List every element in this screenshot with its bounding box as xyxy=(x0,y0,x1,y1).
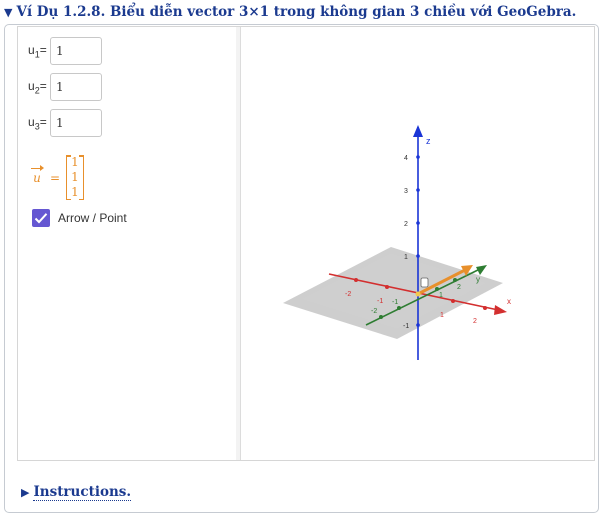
arrow-point-toggle[interactable]: Arrow / Point xyxy=(32,209,127,227)
collapse-triangle-icon: ▼ xyxy=(4,6,13,19)
u1-input[interactable]: 1 xyxy=(50,37,102,65)
x-tick-2: 2 xyxy=(473,318,477,325)
equals-sign: = xyxy=(50,170,61,185)
z-tick-1: 1 xyxy=(404,254,408,261)
arrow-point-checkbox[interactable] xyxy=(32,209,50,227)
z-ticks: 4 3 2 1 -1 xyxy=(403,155,420,330)
vector-u-arrowhead[interactable] xyxy=(461,265,473,276)
vector-u-entry-1: 1 xyxy=(71,155,79,169)
input-row-u3: u3= 1 xyxy=(28,108,102,138)
z-axis-arrowhead xyxy=(413,125,423,137)
vector-u-entry-2: 1 xyxy=(71,170,79,184)
instructions-label: Instructions. xyxy=(33,484,132,501)
view-divider[interactable] xyxy=(236,27,241,460)
vector-u-name: u xyxy=(30,164,44,185)
u2-label: u2= xyxy=(28,78,47,96)
y-tick-neg1: -1 xyxy=(392,299,398,306)
graphics-3d-view[interactable]: z 4 3 2 1 -1 x -2 -1 1 2 y -2 xyxy=(241,27,594,460)
x-tick-1: 1 xyxy=(440,312,444,319)
y-ticks: -2 -1 1 2 xyxy=(371,278,461,319)
vector-u-entry-3: 1 xyxy=(71,185,79,199)
z-tick-neg1: -1 xyxy=(403,323,409,330)
y-tick-1: 1 xyxy=(439,292,443,299)
y-tick-2: 2 xyxy=(457,284,461,291)
z-axis-label: z xyxy=(426,136,431,146)
u2-input[interactable]: 1 xyxy=(50,73,102,101)
page-title[interactable]: ▼ Ví Dụ 1.2.8. Biểu diễn vector 3×1 trong… xyxy=(0,0,607,24)
x-axis-arrowhead xyxy=(494,305,507,315)
algebra-view: u1= 1 u2= 1 u3= 1 u = 1 1 1 xyxy=(18,27,237,460)
z-tick-2: 2 xyxy=(404,221,408,228)
vector-u-arrow xyxy=(417,267,468,296)
checkmark-icon xyxy=(34,213,48,224)
vector-u-matrix: 1 1 1 xyxy=(66,155,84,200)
expand-triangle-icon: ▶ xyxy=(21,486,30,499)
input-row-u2: u2= 1 xyxy=(28,72,102,102)
x-ticks: -2 -1 1 2 xyxy=(345,278,487,325)
x-axis-label: x xyxy=(507,297,511,306)
x-tick-neg2: -2 xyxy=(345,291,351,298)
y-axis xyxy=(365,266,485,326)
vector-u-display: u = 1 1 1 xyxy=(30,155,84,200)
y-axis-label: y xyxy=(476,275,480,284)
instructions-toggle[interactable]: ▶ Instructions. xyxy=(21,484,132,501)
origin-point xyxy=(415,291,421,297)
page-title-text: Ví Dụ 1.2.8. Biểu diễn vector 3×1 trong … xyxy=(16,4,577,20)
arrow-point-label: Arrow / Point xyxy=(58,211,127,225)
content-frame xyxy=(4,24,599,513)
u1-label: u1= xyxy=(28,42,47,60)
u3-input[interactable]: 1 xyxy=(50,109,102,137)
input-row-u1: u1= 1 xyxy=(28,36,102,66)
lock-icon xyxy=(420,277,429,288)
xy-plane-inner xyxy=(301,253,487,329)
z-tick-3: 3 xyxy=(404,188,408,195)
z-tick-4: 4 xyxy=(404,155,408,162)
graphics-3d-canvas[interactable]: z 4 3 2 1 -1 x -2 -1 1 2 y -2 xyxy=(241,27,594,460)
x-tick-neg1: -1 xyxy=(377,298,383,305)
y-tick-neg2: -2 xyxy=(371,308,377,315)
geogebra-applet[interactable]: u1= 1 u2= 1 u3= 1 u = 1 1 1 xyxy=(17,26,595,461)
y-axis-arrowhead xyxy=(476,265,487,275)
u3-label: u3= xyxy=(28,114,47,132)
